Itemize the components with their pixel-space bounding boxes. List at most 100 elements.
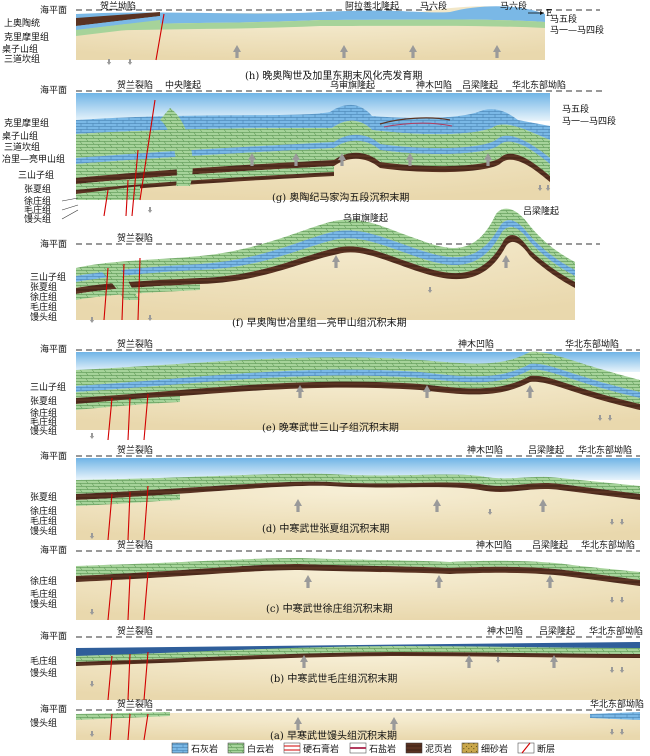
left-unit-label: 三道坎组	[4, 53, 40, 65]
panel-g: 海平面 贺兰裂陷 中央隆起 乌审旗隆起 神木凹陷 吕梁隆起 华北东部坳陷 克里摩…	[2, 79, 616, 225]
fault-line	[143, 571, 149, 621]
shale-unit	[76, 12, 160, 26]
top-label: 贺兰裂陷	[117, 539, 153, 551]
sea-level-label: 海平面	[40, 4, 67, 16]
left-unit-label: 毛庄组	[30, 515, 57, 527]
shale-unit	[76, 481, 640, 500]
top-label: 神木凹陷	[458, 338, 494, 350]
fault-line	[107, 397, 113, 441]
shale-unit	[76, 172, 334, 194]
panel-caption: (e) 晚寒武世三山子组沉积末期	[262, 421, 399, 434]
top-label: 贺兰裂陷	[117, 79, 153, 91]
leader-line	[61, 204, 79, 211]
top-label: 吕梁隆起	[462, 79, 498, 91]
top-label: 吕梁隆起	[528, 444, 564, 456]
panel-caption: (d) 中寒武世张夏组沉积末期	[262, 522, 389, 535]
panel-d: 海平面 贺兰裂陷 神木凹陷 吕梁隆起 华北东部坳陷 张夏组 徐庄组 毛庄组 馒头…	[30, 444, 640, 541]
top-label: 华北东部坳陷	[590, 698, 644, 710]
limestone-unit	[76, 104, 550, 140]
fault-line	[155, 13, 165, 61]
sea-level-label: 海平面	[40, 630, 67, 642]
fault-line	[127, 653, 131, 701]
top-label: 中央隆起	[165, 79, 201, 91]
top-label: 贺兰坳陷	[100, 0, 136, 12]
panel-b: 海平面 贺兰裂陷 神木凹陷 吕梁隆起 华北东部坳陷 毛庄组 馒头组 (b) 中寒…	[30, 625, 643, 701]
left-unit-label: 上奥陶统	[4, 17, 40, 29]
limestone-unit	[76, 16, 160, 30]
left-unit-label: 毛庄组	[30, 301, 57, 313]
left-unit-label: 毛庄组	[30, 655, 57, 667]
legend-swatch-anhydrite	[283, 742, 301, 754]
arrow-head-icon	[540, 11, 544, 15]
dolomite-unit	[76, 351, 640, 392]
panel-caption: (h) 晚奥陶世及加里东期末风化壳发育期	[245, 69, 422, 82]
fault-line	[139, 99, 156, 201]
fault-line	[127, 491, 131, 541]
dolomite-unit	[100, 268, 140, 300]
top-label: 阿拉善北隆起	[345, 0, 399, 12]
top-label: 贺兰裂陷	[117, 698, 153, 710]
sea-level-label: 海平面	[40, 544, 67, 556]
fault-line	[143, 713, 149, 741]
halite-lens	[383, 122, 453, 128]
shale-unit	[76, 564, 640, 586]
right-unit-label: 马一—马四段	[550, 24, 604, 36]
left-unit-label: 三道坎组	[4, 141, 40, 153]
fault-line	[107, 577, 113, 621]
left-unit-label: 馒头组	[30, 425, 57, 437]
top-label: 吕梁隆起	[539, 625, 575, 637]
left-unit-label: 馒头组	[30, 311, 57, 323]
left-unit-label: 毛庄组	[30, 588, 57, 600]
limestone-unit	[76, 6, 545, 26]
leader-line	[61, 197, 79, 202]
sea-level-label: 海平面	[40, 703, 67, 715]
left-unit-label: 馒头组	[24, 213, 51, 225]
legend-label: 断层	[537, 743, 555, 755]
right-unit-label: 马一—马四段	[562, 115, 616, 127]
top-label: 神木凹陷	[476, 539, 512, 551]
legend-swatch-limestone	[171, 742, 189, 754]
dolomite-unit	[76, 558, 640, 580]
dolomite-unit	[76, 120, 550, 158]
top-label: 华北东部坳陷	[581, 539, 635, 551]
sea-level-label: 海平面	[40, 238, 67, 250]
left-unit-label: 徐庄组	[24, 195, 51, 207]
shale-unit	[76, 152, 550, 184]
dolomite-unit	[76, 494, 180, 506]
basement	[76, 650, 640, 700]
left-unit-label: 三山子组	[30, 381, 66, 393]
fault-line	[121, 263, 125, 321]
top-label: 华北东部坳陷	[512, 79, 566, 91]
panel-a: 海平面 贺兰裂陷 华北东部坳陷 馒头组 (a) 早寒武世馒头组沉积末期	[30, 698, 644, 742]
top-label: 神木凹陷	[467, 444, 503, 456]
left-unit-label: 徐庄组	[30, 505, 57, 517]
left-unit-label: 馒头组	[30, 525, 57, 537]
left-unit-label: 张夏组	[24, 183, 51, 195]
top-label: 华北东部坳陷	[565, 338, 619, 350]
fault-line	[131, 149, 139, 217]
sea-level-label: 海平面	[40, 343, 67, 355]
dolomite-unit	[76, 712, 170, 720]
top-label: 贺兰裂陷	[117, 625, 153, 637]
left-unit-label: 徐庄组	[30, 291, 57, 303]
top-label: 华北东部坳陷	[578, 444, 632, 456]
panel-caption: (b) 中寒武世毛庄组沉积末期	[270, 672, 397, 685]
basement	[76, 712, 640, 740]
left-unit-label: 张夏组	[30, 491, 57, 503]
fault-line	[103, 267, 109, 321]
dolomite-unit	[76, 227, 575, 288]
legend-swatch-sandstone	[461, 742, 479, 754]
fault-line	[137, 257, 141, 321]
direction-label: E	[546, 9, 553, 19]
left-unit-label: 徐庄组	[30, 407, 57, 419]
legend-label: 石灰岩	[191, 743, 218, 755]
subsidence-arrow-icon	[89, 433, 95, 439]
legend-label: 泥页岩	[425, 743, 452, 755]
legend-label: 石盐岩	[369, 743, 396, 755]
top-label: 马六段	[420, 0, 447, 12]
left-unit-label: 三山子组	[30, 271, 66, 283]
left-unit-label: 馒头组	[30, 717, 57, 729]
fault-pattern	[521, 742, 531, 754]
left-unit-label: 馒头组	[30, 667, 57, 679]
